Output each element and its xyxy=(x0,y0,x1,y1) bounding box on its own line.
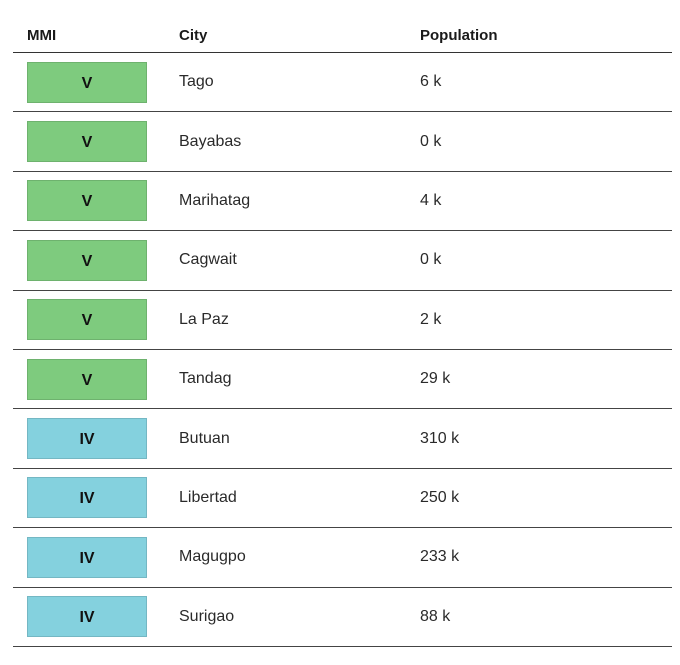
city-cell: Magugpo xyxy=(179,548,246,566)
mmi-cell: V xyxy=(13,61,179,103)
city-cell: Libertad xyxy=(179,488,237,506)
city-cell: Cagwait xyxy=(179,251,237,269)
mmi-badge: V xyxy=(27,61,147,103)
mmi-badge: V xyxy=(27,299,147,341)
population-cell: 6 k xyxy=(420,73,442,91)
mmi-badge: V xyxy=(27,358,147,400)
city-cell: Tandag xyxy=(179,370,232,388)
table-header: MMI City Population xyxy=(13,18,672,53)
mmi-cell: IV xyxy=(13,477,179,519)
mmi-cell: V xyxy=(13,239,179,281)
table-body: V Tago 6 k V Bayabas 0 k V Marihatag 4 k V Cagwait… xyxy=(13,53,672,647)
mmi-badge: V xyxy=(27,239,147,281)
mmi-cell: V xyxy=(13,121,179,163)
mmi-badge: IV xyxy=(27,596,147,638)
mmi-badge: V xyxy=(27,121,147,163)
mmi-cell: IV xyxy=(13,596,179,638)
table-row: V Marihatag 4 k xyxy=(13,172,672,232)
population-cell: 0 k xyxy=(420,132,442,150)
header-city: City xyxy=(179,26,208,44)
mmi-badge: V xyxy=(27,180,147,222)
table-row: V Tandag 29 k xyxy=(13,350,672,410)
population-cell: 233 k xyxy=(420,548,460,566)
mmi-cell: IV xyxy=(13,418,179,460)
table-row: V Cagwait 0 k xyxy=(13,231,672,291)
population-cell: 0 k xyxy=(420,251,442,269)
population-cell: 250 k xyxy=(420,488,460,506)
population-cell: 2 k xyxy=(420,310,442,328)
city-cell: Tago xyxy=(179,73,214,91)
table-row: IV Magugpo 233 k xyxy=(13,528,672,588)
mmi-badge: IV xyxy=(27,477,147,519)
header-population: Population xyxy=(420,26,498,44)
table-row: IV Libertad 250 k xyxy=(13,469,672,529)
population-cell: 88 k xyxy=(420,607,451,625)
city-cell: Marihatag xyxy=(179,191,251,209)
mmi-cell: IV xyxy=(13,536,179,578)
city-cell: Bayabas xyxy=(179,132,242,150)
population-cell: 29 k xyxy=(420,370,451,388)
header-mmi: MMI xyxy=(27,26,57,44)
table-row: IV Surigao 88 k xyxy=(13,588,672,647)
table-row: V La Paz 2 k xyxy=(13,291,672,350)
mmi-badge: IV xyxy=(27,536,147,578)
city-cell: La Paz xyxy=(179,310,229,328)
mmi-badge: IV xyxy=(27,418,147,460)
mmi-cell: V xyxy=(13,358,179,400)
mmi-cell: V xyxy=(13,299,179,341)
city-cell: Surigao xyxy=(179,607,235,625)
population-cell: 310 k xyxy=(420,429,460,447)
mmi-cell: V xyxy=(13,180,179,222)
population-cell: 4 k xyxy=(420,191,442,209)
table-row: IV Butuan 310 k xyxy=(13,409,672,469)
city-cell: Butuan xyxy=(179,429,230,447)
table-row: V Bayabas 0 k xyxy=(13,112,672,172)
table-row: V Tago 6 k xyxy=(13,53,672,113)
